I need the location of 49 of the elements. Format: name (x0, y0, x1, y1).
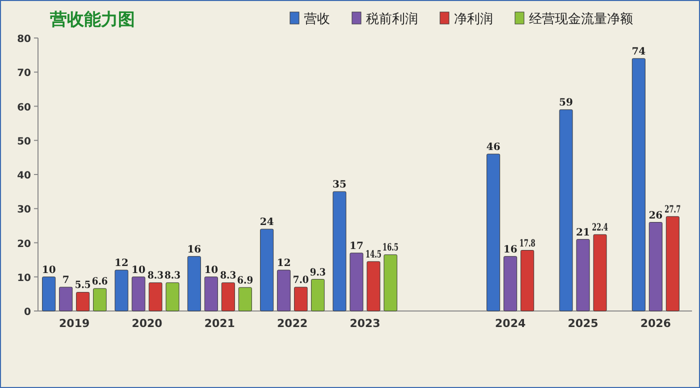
data-label: 10 (132, 264, 146, 276)
data-label: 8.3 (164, 270, 182, 282)
data-label: 6.9 (237, 275, 255, 286)
legend-label: 税前利润 (366, 12, 418, 27)
x-tick-label: 2026 (640, 317, 672, 330)
legend-label: 净利润 (454, 12, 493, 27)
y-tick-label: 70 (17, 68, 32, 80)
data-label: 27.7 (664, 204, 690, 216)
data-label: 46 (486, 142, 500, 154)
data-label: 24 (260, 217, 274, 228)
data-label: 74 (632, 46, 646, 58)
data-label: 22.4 (592, 222, 616, 234)
data-label: 6.6 (92, 276, 110, 288)
data-label: 10 (204, 264, 218, 276)
data-label: 12 (114, 258, 128, 270)
x-tick-label: 2021 (204, 317, 235, 330)
y-tick-label: 80 (17, 34, 32, 45)
data-label: 17.8 (519, 238, 544, 250)
x-tick-label: 2023 (350, 317, 380, 330)
data-label: 5.5 (74, 280, 92, 292)
data-label: 17 (350, 240, 364, 252)
chart-title: 营收能力图 (49, 10, 135, 29)
y-tick-label: 60 (17, 102, 32, 114)
y-tick-label: 0 (24, 307, 32, 318)
y-tick-label: 10 (17, 272, 32, 284)
data-label: 16 (503, 244, 518, 256)
legend-label: 经营现金流量净额 (529, 11, 633, 27)
data-label: 35 (332, 180, 346, 191)
legend-label: 营收 (304, 12, 330, 27)
y-tick-label: 40 (17, 170, 32, 182)
data-label: 16 (187, 244, 202, 256)
data-label: 10 (42, 264, 56, 276)
data-label: 26 (648, 210, 663, 222)
x-tick-label: 2019 (59, 317, 90, 330)
data-label: 12 (276, 258, 291, 270)
x-tick-label: 2025 (568, 317, 598, 330)
data-label: 7.0 (292, 275, 310, 286)
y-tick-label: 20 (17, 238, 32, 250)
x-tick-label: 2022 (277, 317, 308, 330)
x-tick-label: 2024 (495, 317, 526, 330)
data-label: 59 (559, 98, 573, 109)
data-label: 7 (62, 275, 70, 286)
data-label: 8.3 (148, 270, 165, 282)
x-tick-label: 2020 (132, 317, 163, 330)
data-label: 21 (576, 227, 590, 238)
data-label: 9.3 (310, 267, 328, 278)
y-tick-label: 50 (17, 136, 32, 148)
data-label: 8.3 (220, 270, 238, 282)
y-tick-label: 30 (17, 204, 32, 216)
